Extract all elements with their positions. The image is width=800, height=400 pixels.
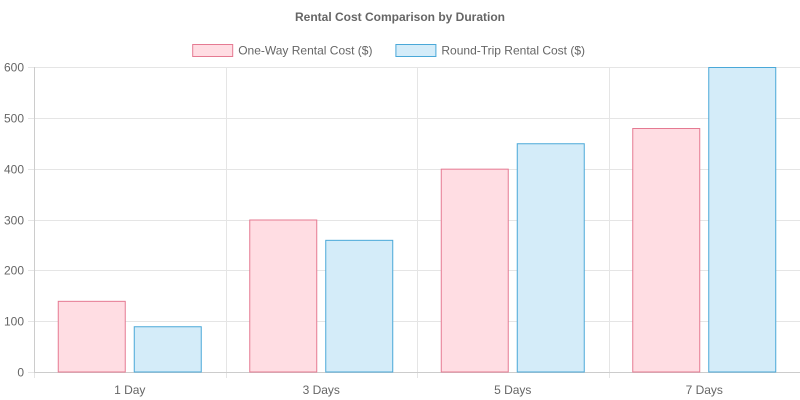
y-tick-label: 400	[4, 163, 24, 177]
y-tick-label: 100	[4, 315, 24, 329]
y-tick-label: 500	[4, 112, 24, 126]
bar	[632, 128, 701, 373]
x-tick-label: 5 Days	[494, 383, 531, 397]
legend-swatch	[395, 44, 437, 57]
y-tick-label: 200	[4, 264, 24, 278]
x-tick-label: 7 Days	[686, 383, 723, 397]
legend-label: Round-Trip Rental Cost ($)	[441, 44, 585, 58]
bar	[440, 168, 509, 373]
y-axis: 0 100 200 300 400 500 600	[4, 61, 24, 380]
x-tick-label: 1 Day	[114, 383, 145, 397]
x-tick-label: 3 Days	[303, 383, 340, 397]
bar	[249, 219, 318, 373]
bar	[708, 67, 777, 373]
legend-swatch	[192, 44, 234, 57]
y-tick-label: 0	[17, 366, 24, 380]
y-tick-label: 600	[4, 61, 24, 75]
bar	[325, 239, 394, 373]
legend-label: One-Way Rental Cost ($)	[238, 44, 372, 58]
bar	[57, 300, 126, 373]
bar	[516, 143, 585, 373]
chart-title: Rental Cost Comparison by Duration	[295, 10, 505, 24]
y-tick-label: 300	[4, 214, 24, 228]
bars	[57, 67, 777, 373]
x-axis: 1 Day 3 Days 5 Days 7 Days	[114, 383, 723, 397]
bar	[133, 326, 202, 373]
legend: One-Way Rental Cost ($) Round-Trip Rental…	[192, 44, 585, 58]
